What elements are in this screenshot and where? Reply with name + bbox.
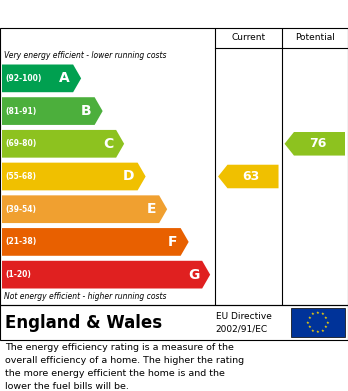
Polygon shape [2, 65, 81, 92]
Text: Not energy efficient - higher running costs: Not energy efficient - higher running co… [4, 292, 166, 301]
Text: ★: ★ [321, 329, 324, 333]
Text: England & Wales: England & Wales [5, 314, 162, 332]
Polygon shape [285, 132, 345, 156]
Text: (21-38): (21-38) [5, 237, 36, 246]
Text: ★: ★ [316, 311, 319, 315]
Text: Very energy efficient - lower running costs: Very energy efficient - lower running co… [4, 51, 166, 60]
Text: ★: ★ [307, 325, 311, 329]
Polygon shape [2, 97, 103, 125]
Text: E: E [147, 202, 156, 216]
Polygon shape [2, 228, 189, 256]
Text: B: B [81, 104, 92, 118]
Polygon shape [2, 163, 146, 190]
Text: F: F [168, 235, 177, 249]
Text: (69-80): (69-80) [5, 139, 36, 148]
Text: Energy Efficiency Rating: Energy Efficiency Rating [10, 7, 213, 22]
Text: ★: ★ [311, 329, 315, 333]
Polygon shape [2, 261, 210, 289]
Text: ★: ★ [311, 312, 315, 316]
Text: A: A [60, 71, 70, 85]
Text: 63: 63 [243, 170, 260, 183]
Text: (55-68): (55-68) [5, 172, 36, 181]
Text: ★: ★ [306, 321, 310, 325]
Text: D: D [123, 170, 135, 183]
Text: 2002/91/EC: 2002/91/EC [216, 324, 268, 333]
Text: ★: ★ [321, 312, 324, 316]
Polygon shape [2, 130, 124, 158]
Text: C: C [103, 137, 113, 151]
Text: (92-100): (92-100) [5, 74, 41, 83]
Text: Potential: Potential [295, 34, 335, 43]
Text: ★: ★ [316, 330, 319, 334]
Text: 76: 76 [309, 137, 326, 150]
Text: (81-91): (81-91) [5, 107, 36, 116]
Text: ★: ★ [324, 325, 328, 329]
Text: EU Directive: EU Directive [216, 312, 272, 321]
Text: Current: Current [231, 34, 266, 43]
Text: (1-20): (1-20) [5, 270, 31, 279]
Text: ★: ★ [307, 316, 311, 320]
Text: ★: ★ [324, 316, 328, 320]
Text: ★: ★ [325, 321, 329, 325]
Text: (39-54): (39-54) [5, 205, 36, 214]
Polygon shape [2, 196, 167, 223]
Text: The energy efficiency rating is a measure of the
overall efficiency of a home. T: The energy efficiency rating is a measur… [5, 343, 244, 391]
Text: G: G [188, 268, 199, 282]
Bar [291, 308, 345, 337]
Polygon shape [218, 165, 278, 188]
